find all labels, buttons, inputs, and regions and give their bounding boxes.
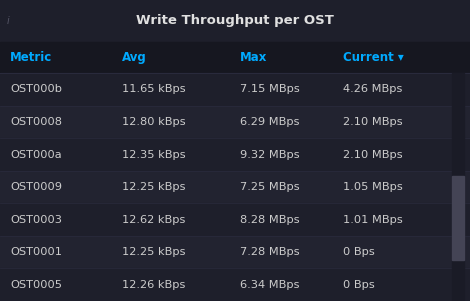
Text: 9.32 MBps: 9.32 MBps — [240, 150, 299, 160]
Bar — [0, 73, 470, 106]
Text: 1.05 MBps: 1.05 MBps — [343, 182, 403, 192]
Bar — [0, 268, 470, 301]
Text: Metric: Metric — [10, 51, 53, 64]
Text: OST0001: OST0001 — [10, 247, 63, 257]
Text: 8.28 MBps: 8.28 MBps — [240, 215, 299, 225]
Text: 7.15 MBps: 7.15 MBps — [240, 84, 299, 95]
Text: 11.65 kBps: 11.65 kBps — [122, 84, 186, 95]
Text: OST0008: OST0008 — [10, 117, 63, 127]
Text: OST000b: OST000b — [10, 84, 63, 95]
Text: 12.25 kBps: 12.25 kBps — [122, 247, 186, 257]
Bar — [0, 171, 470, 203]
Text: 12.26 kBps: 12.26 kBps — [122, 280, 186, 290]
Bar — [0, 106, 470, 138]
Text: 4.26 MBps: 4.26 MBps — [343, 84, 402, 95]
Text: 12.25 kBps: 12.25 kBps — [122, 182, 186, 192]
Text: 12.35 kBps: 12.35 kBps — [122, 150, 186, 160]
Text: OST0003: OST0003 — [10, 215, 63, 225]
Bar — [0, 236, 470, 268]
Bar — [452, 176, 464, 260]
Text: 6.34 MBps: 6.34 MBps — [240, 280, 299, 290]
Bar — [0, 138, 470, 171]
Text: Avg: Avg — [122, 51, 147, 64]
Text: OST0005: OST0005 — [10, 280, 63, 290]
Text: 12.80 kBps: 12.80 kBps — [122, 117, 186, 127]
Text: 6.29 MBps: 6.29 MBps — [240, 117, 299, 127]
Text: i: i — [7, 16, 10, 26]
Text: Write Throughput per OST: Write Throughput per OST — [136, 14, 334, 27]
Text: 2.10 MBps: 2.10 MBps — [343, 117, 403, 127]
Text: 0 Bps: 0 Bps — [343, 280, 375, 290]
Text: Current ▾: Current ▾ — [343, 51, 404, 64]
Text: OST0009: OST0009 — [10, 182, 63, 192]
Text: Max: Max — [240, 51, 267, 64]
Bar — [0, 42, 470, 73]
Text: 7.25 MBps: 7.25 MBps — [240, 182, 299, 192]
Text: 2.10 MBps: 2.10 MBps — [343, 150, 403, 160]
Bar — [0, 203, 470, 236]
Bar — [0, 0, 470, 42]
Text: OST000a: OST000a — [10, 150, 62, 160]
Text: 12.62 kBps: 12.62 kBps — [122, 215, 186, 225]
Text: 7.28 MBps: 7.28 MBps — [240, 247, 299, 257]
Text: 0 Bps: 0 Bps — [343, 247, 375, 257]
Text: 1.01 MBps: 1.01 MBps — [343, 215, 403, 225]
Bar — [452, 73, 464, 301]
